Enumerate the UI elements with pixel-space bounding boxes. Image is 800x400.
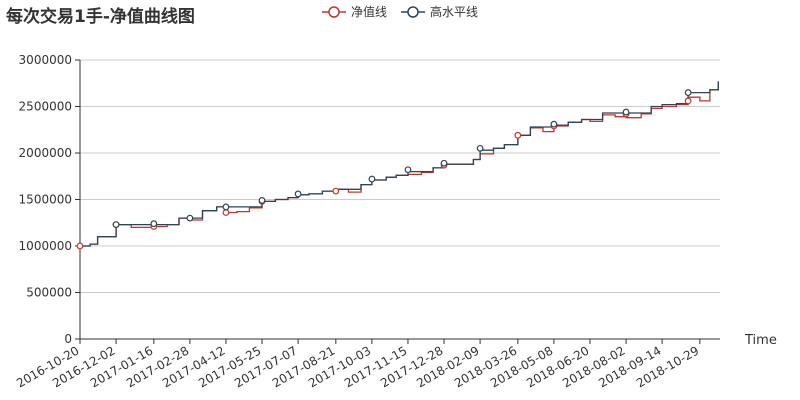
- marker-11: [112, 221, 120, 229]
- marker-15: [258, 197, 266, 204]
- marker-20: [476, 144, 484, 152]
- legend-high-water-label: 高水平线: [430, 5, 479, 19]
- y-tick-label-0: 0: [64, 332, 72, 346]
- y-tick-label-3: 1500000: [19, 193, 72, 207]
- marker-7: [514, 131, 522, 139]
- marker-13: [186, 214, 194, 222]
- chart-title: 每次交易1手-净值曲线图: [6, 7, 195, 27]
- marker-5: [332, 187, 340, 195]
- marker-10: [684, 97, 692, 105]
- y-tick-label-4: 2000000: [19, 146, 72, 160]
- legend-high-water-swatch-icon: [401, 5, 426, 18]
- legend-net-value-swatch-icon: [322, 5, 346, 18]
- marker-14: [222, 203, 230, 211]
- marker-23: [684, 89, 692, 96]
- legend-item-high-water[interactable]: 高水平线: [401, 3, 478, 20]
- y-tick-label-6: 3000000: [19, 53, 72, 67]
- y-axis-ticks: 0 500000 1000000 1500000 2000000 2500000 30000…: [19, 53, 81, 346]
- legend-item-net-value[interactable]: 净值线: [322, 3, 387, 20]
- marker-12: [150, 220, 158, 228]
- marker-0: [76, 242, 84, 250]
- marker-16: [294, 190, 302, 198]
- y-tick-label-2: 1000000: [19, 239, 72, 253]
- marker-17: [368, 175, 376, 183]
- marker-19: [440, 159, 448, 167]
- y-tick-label-1: 500000: [26, 286, 72, 300]
- y-tick-label-5: 2500000: [19, 100, 72, 114]
- series-markers: [76, 89, 692, 250]
- x-axis: 2016-10-202016-12-022017-01-162017-02-28…: [14, 338, 720, 390]
- marker-22: [622, 108, 630, 116]
- marker-3: [222, 209, 230, 216]
- grid-lines: [80, 59, 720, 293]
- legend: 净值线 高水平线: [322, 3, 478, 20]
- marker-21: [550, 120, 558, 128]
- x-axis-label: Time: [744, 333, 777, 348]
- legend-net-value-label: 净值线: [351, 5, 388, 19]
- marker-18: [404, 166, 412, 174]
